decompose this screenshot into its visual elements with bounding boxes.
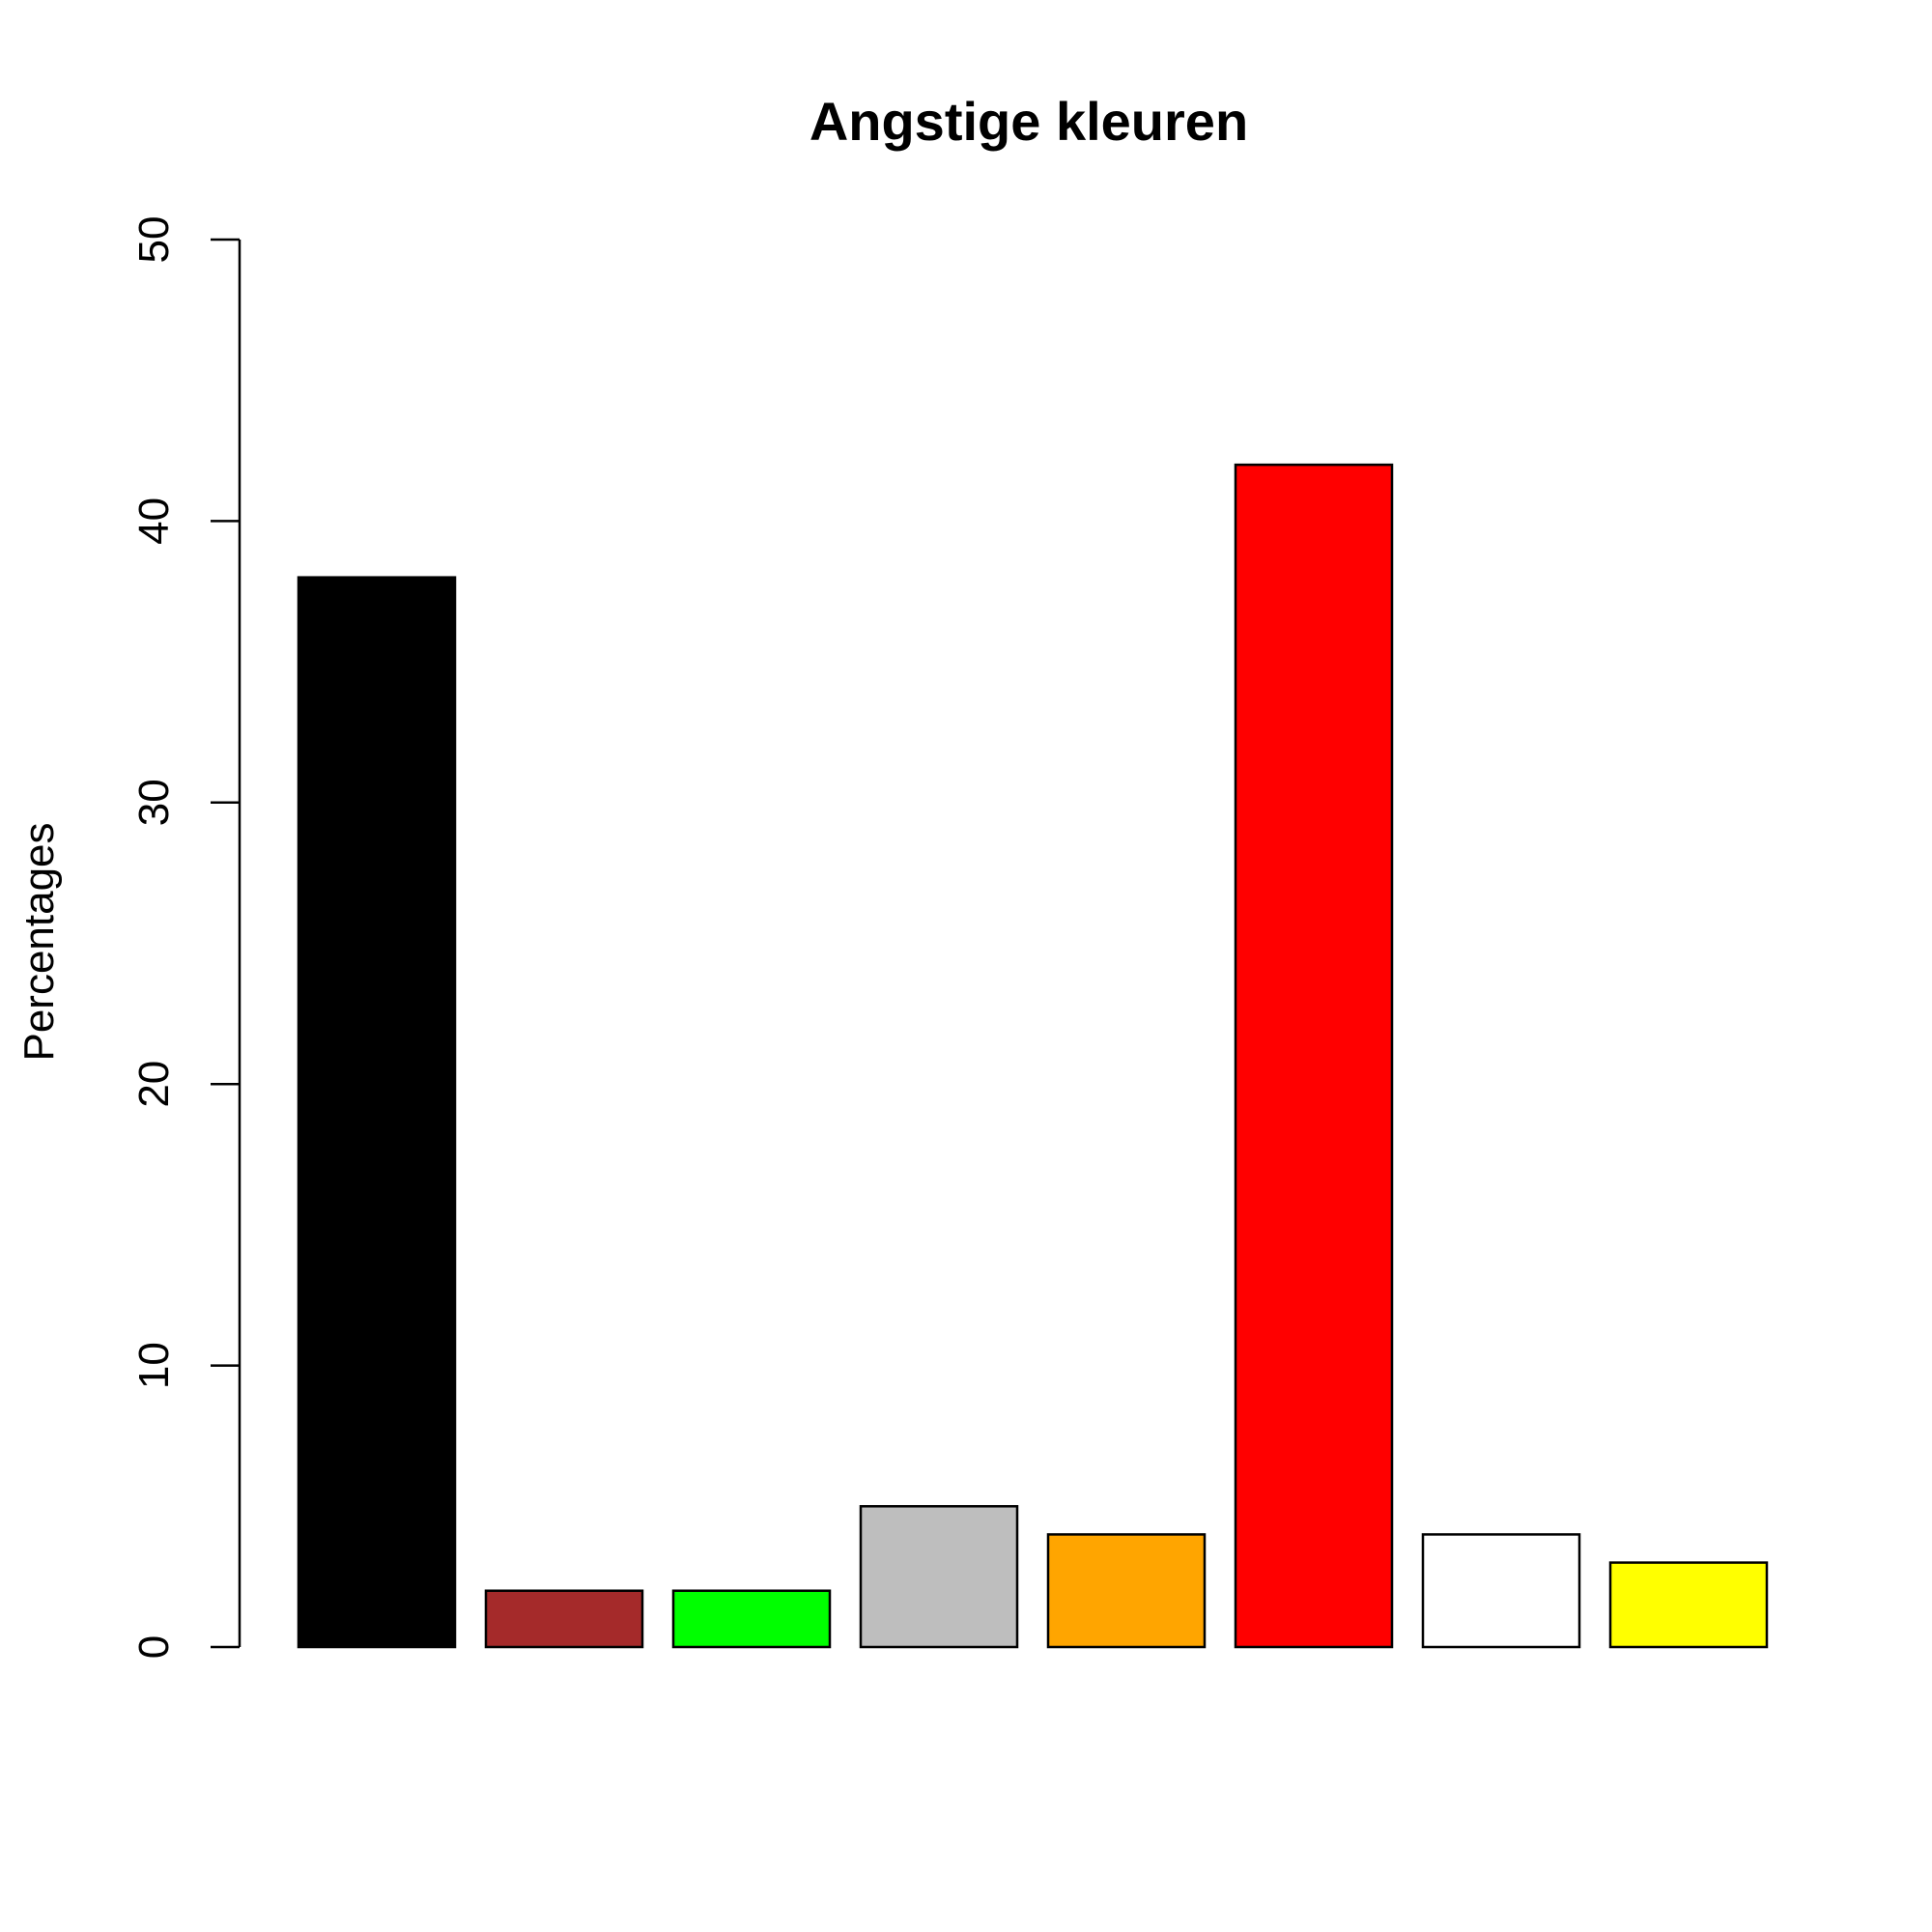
y-tick-label: 20	[130, 1061, 178, 1108]
bar-5	[1046, 1533, 1207, 1649]
y-tick-label: 30	[130, 779, 178, 826]
bar-6	[1234, 463, 1394, 1649]
bar-8	[1608, 1561, 1769, 1649]
y-tick-label: 0	[130, 1635, 178, 1659]
y-tick-label: 40	[130, 497, 178, 545]
chart-title: Angstige kleuren	[810, 91, 1248, 152]
y-axis-label: Percentages	[15, 822, 63, 1061]
bar-7	[1421, 1533, 1581, 1649]
y-tick-label: 50	[130, 216, 178, 264]
bar-2	[484, 1589, 644, 1649]
bar-1	[297, 576, 457, 1649]
bar-3	[671, 1589, 832, 1649]
bar-4	[859, 1505, 1019, 1649]
y-tick-label: 10	[130, 1342, 178, 1389]
bars-group	[297, 463, 1769, 1649]
y-axis: 0 10 20 30 40 50	[130, 216, 242, 1659]
